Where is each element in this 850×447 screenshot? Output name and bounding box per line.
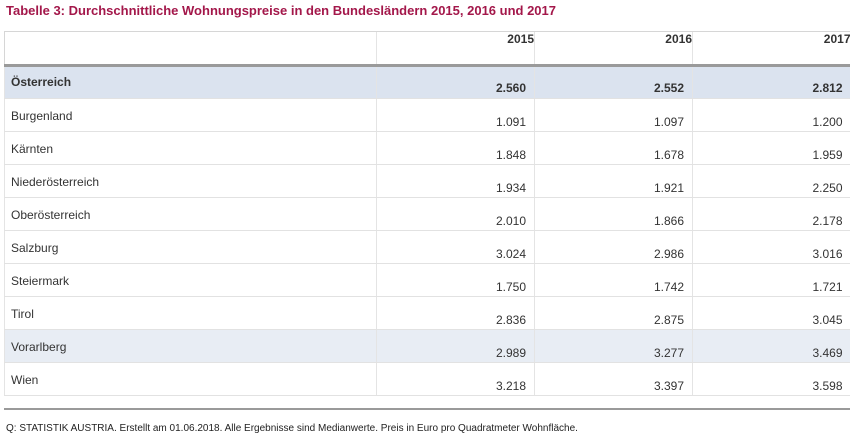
cell-value: 1.750 xyxy=(376,263,535,297)
cell-value: 3.218 xyxy=(376,362,535,396)
cell-value: 3.277 xyxy=(534,329,693,363)
row-label: Vorarlberg xyxy=(4,329,377,363)
cell-value: 1.742 xyxy=(534,263,693,297)
cell-value: 1.721 xyxy=(692,263,850,297)
table-row: Salzburg 3.024 2.986 3.016 xyxy=(4,230,850,264)
cell-value: 1.959 xyxy=(692,131,850,165)
table-row: Tirol 2.836 2.875 3.045 xyxy=(4,296,850,330)
row-label: Wien xyxy=(4,362,377,396)
cell-value: 3.024 xyxy=(376,230,535,264)
cell-value: 2.986 xyxy=(534,230,693,264)
cell-value: 2.812 xyxy=(692,65,850,99)
row-label: Salzburg xyxy=(4,230,377,264)
cell-value: 1.097 xyxy=(534,98,693,132)
cell-value: 2.250 xyxy=(692,164,850,198)
cell-value: 2.552 xyxy=(534,65,693,99)
table-row: Niederösterreich 1.934 1.921 2.250 xyxy=(4,164,850,198)
cell-value: 2.178 xyxy=(692,197,850,231)
cell-value: 3.598 xyxy=(692,362,850,396)
cell-value: 1.091 xyxy=(376,98,535,132)
header-cell-2017: 2017 xyxy=(692,31,850,67)
cell-value: 3.469 xyxy=(692,329,850,363)
cell-value: 3.397 xyxy=(534,362,693,396)
table-row: Österreich 2.560 2.552 2.812 xyxy=(4,65,850,99)
cell-value: 2.875 xyxy=(534,296,693,330)
cell-value: 2.560 xyxy=(376,65,535,99)
cell-value: 2.989 xyxy=(376,329,535,363)
header-cell-label xyxy=(4,31,377,67)
source-note: Q: STATISTIK AUSTRIA. Erstellt am 01.06.… xyxy=(6,423,578,434)
table-row: Vorarlberg 2.989 3.277 3.469 xyxy=(4,329,850,363)
table-row: Oberösterreich 2.010 1.866 2.178 xyxy=(4,197,850,231)
table-row: Burgenland 1.091 1.097 1.200 xyxy=(4,98,850,132)
cell-value: 1.200 xyxy=(692,98,850,132)
cell-value: 2.836 xyxy=(376,296,535,330)
price-table: 2015 2016 2017 Österreich 2.560 2.552 2.… xyxy=(4,31,850,396)
table-title: Tabelle 3: Durchschnittliche Wohnungspre… xyxy=(6,3,556,18)
header-row: 2015 2016 2017 xyxy=(4,31,850,67)
cell-value: 3.045 xyxy=(692,296,850,330)
header-cell-2015: 2015 xyxy=(376,31,535,67)
row-label: Kärnten xyxy=(4,131,377,165)
row-label: Tirol xyxy=(4,296,377,330)
row-label: Niederösterreich xyxy=(4,164,377,198)
table-row: Steiermark 1.750 1.742 1.721 xyxy=(4,263,850,297)
row-label: Österreich xyxy=(4,65,377,99)
cell-value: 1.866 xyxy=(534,197,693,231)
cell-value: 2.010 xyxy=(376,197,535,231)
table-row: Kärnten 1.848 1.678 1.959 xyxy=(4,131,850,165)
row-label: Steiermark xyxy=(4,263,377,297)
table-row: Wien 3.218 3.397 3.598 xyxy=(4,362,850,396)
footer-divider xyxy=(4,408,850,410)
row-label: Oberösterreich xyxy=(4,197,377,231)
cell-value: 1.678 xyxy=(534,131,693,165)
header-cell-2016: 2016 xyxy=(534,31,693,67)
cell-value: 1.934 xyxy=(376,164,535,198)
row-label: Burgenland xyxy=(4,98,377,132)
cell-value: 3.016 xyxy=(692,230,850,264)
cell-value: 1.921 xyxy=(534,164,693,198)
cell-value: 1.848 xyxy=(376,131,535,165)
